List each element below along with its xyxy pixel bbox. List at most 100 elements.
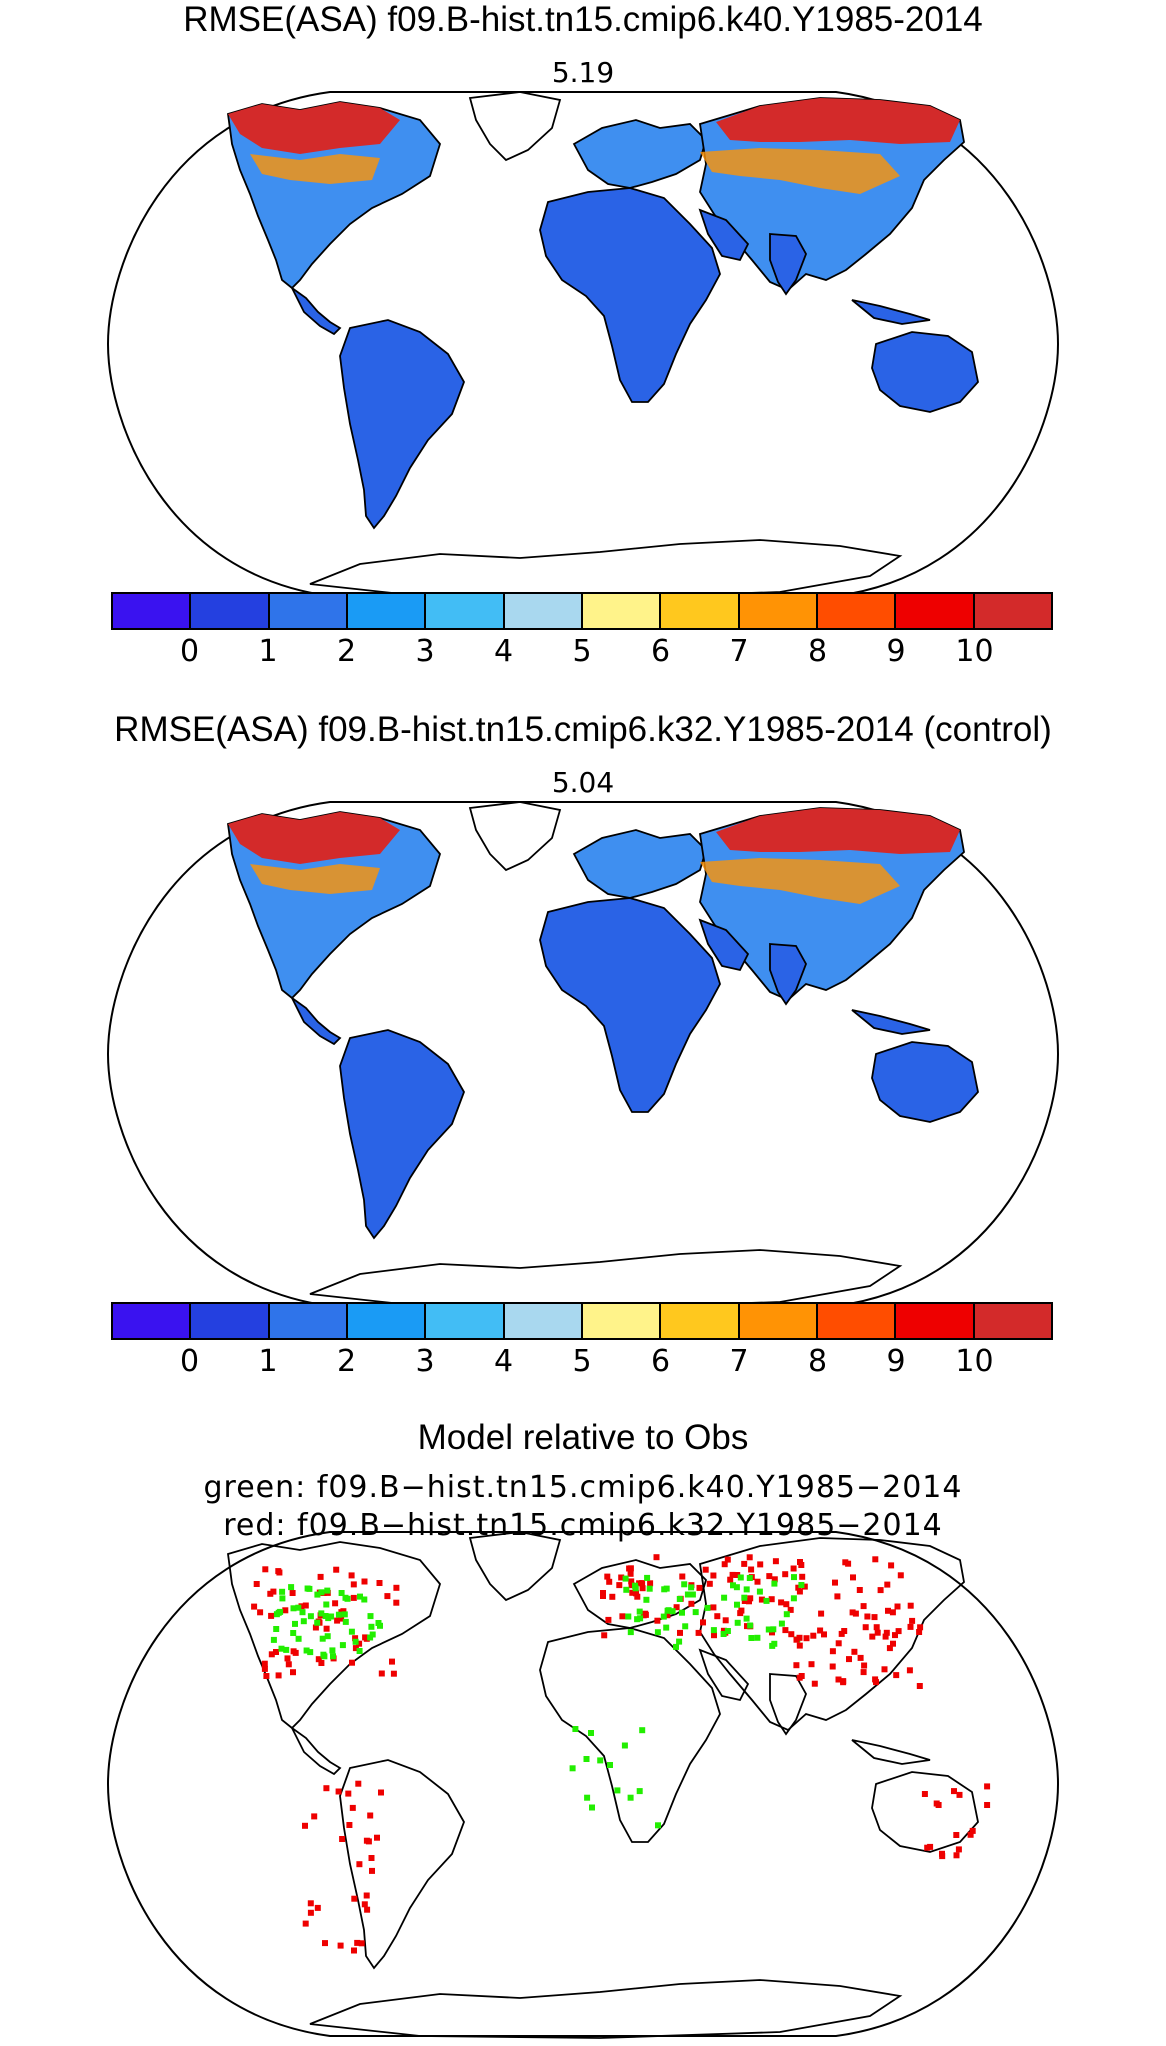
comparison-cell	[628, 1578, 635, 1585]
comparison-cell	[856, 1587, 863, 1593]
colorbar-swatch	[817, 1304, 897, 1338]
comparison-cell	[871, 1614, 878, 1621]
comparison-cell	[655, 1822, 661, 1829]
comparison-cell	[796, 1642, 803, 1649]
comparison-cell	[288, 1584, 295, 1591]
comparison-cell	[673, 1604, 680, 1611]
comparison-cell	[746, 1554, 753, 1561]
comparison-cell	[679, 1573, 686, 1580]
comparison-cell	[378, 1789, 384, 1796]
comparison-cell	[302, 1602, 309, 1609]
comparison-cell	[747, 1622, 754, 1629]
comparison-cell	[318, 1660, 325, 1666]
comparison-cell	[618, 1574, 625, 1581]
continent-southAmerica	[339, 1759, 465, 1970]
comparison-cell	[737, 1574, 744, 1581]
comparison-cell	[317, 1573, 324, 1580]
comparison-cell	[273, 1649, 279, 1655]
comparison-cell	[799, 1573, 806, 1580]
comparison-cell	[811, 1680, 818, 1687]
high-rmse-region	[228, 812, 400, 864]
comparison-cell	[720, 1627, 727, 1634]
comparison-cell	[646, 1585, 653, 1592]
comparison-cell	[616, 1582, 623, 1589]
comparison-cell	[984, 1802, 991, 1808]
continent-australia	[871, 1041, 979, 1123]
comparison-cell	[927, 1843, 934, 1850]
comparison-cell	[851, 1648, 858, 1655]
comparison-cell	[890, 1640, 896, 1647]
comparison-cell	[798, 1673, 805, 1679]
comparison-cell	[365, 1838, 372, 1845]
comparison-cell	[292, 1620, 298, 1627]
comparison-cell	[860, 1603, 867, 1610]
comparison-cell	[367, 1634, 374, 1641]
comparison-cell	[892, 1632, 898, 1639]
comparison-cell	[302, 1920, 309, 1927]
comparison-cell	[771, 1580, 778, 1587]
comparison-cell	[619, 1613, 626, 1620]
colorbar-swatch	[504, 1304, 583, 1338]
comparison-cell	[279, 1588, 286, 1595]
comparison-cell	[660, 1613, 667, 1620]
comparison-cell	[290, 1669, 296, 1676]
comparison-cell	[654, 1617, 661, 1624]
comparison-cell	[362, 1634, 369, 1641]
comparison-cell	[643, 1596, 650, 1603]
panel2-title: RMSE(ASA) f09.B-hist.tn15.cmip6.k32.Y198…	[114, 710, 1052, 749]
comparison-cell	[757, 1561, 764, 1568]
colorbar-tick-label: 9	[886, 634, 906, 669]
comparison-cell	[721, 1561, 728, 1568]
colorbar-tick-label: 2	[336, 634, 357, 669]
comparison-cell	[361, 1596, 368, 1603]
comparison-cell	[605, 1616, 612, 1623]
colorbar-swatch	[426, 1304, 505, 1338]
comparison-cell	[278, 1645, 285, 1652]
comparison-cell	[654, 1629, 661, 1636]
panel1-colorbar-ticks: 0 1 2 3 4 5 6 7 8 9 10	[0, 634, 1166, 674]
comparison-cell	[311, 1813, 318, 1820]
comparison-cell	[688, 1584, 695, 1591]
comparison-cell	[734, 1601, 740, 1608]
comparison-cell	[589, 1804, 595, 1811]
comparison-cell	[368, 1855, 375, 1861]
comparison-cell	[329, 1647, 336, 1654]
colorbar-swatch	[896, 594, 975, 628]
colorbar-swatch	[269, 1304, 348, 1338]
comparison-cell	[348, 1628, 355, 1635]
comparison-cell	[393, 1584, 400, 1591]
comparison-cell	[778, 1599, 785, 1606]
comparison-cell	[744, 1623, 750, 1630]
comparison-cell	[302, 1822, 308, 1829]
comparison-cell	[729, 1571, 736, 1578]
comparison-cell	[334, 1617, 341, 1624]
comparison-cell	[325, 1615, 332, 1622]
comparison-cell	[251, 1603, 258, 1610]
comparison-cell	[754, 1578, 761, 1585]
comparison-cell	[706, 1580, 713, 1587]
comparison-cell	[253, 1581, 260, 1587]
colorbar-swatch	[739, 594, 818, 628]
comparison-cell	[346, 1822, 353, 1828]
comparison-cell	[681, 1581, 688, 1588]
comparison-cell	[298, 1603, 305, 1610]
colorbar-tick-label: 4	[493, 634, 514, 669]
comparison-cell	[840, 1679, 847, 1686]
panel3-title: Model relative to Obs	[417, 1418, 749, 1457]
panel1-land	[106, 91, 1060, 599]
continent-centralAmerica	[291, 287, 342, 336]
comparison-cell	[290, 1605, 297, 1612]
comparison-cell	[601, 1632, 608, 1639]
comparison-cell	[737, 1610, 744, 1617]
comparison-cell	[361, 1901, 368, 1908]
continent-arabia	[698, 208, 750, 262]
comparison-cell	[906, 1667, 913, 1674]
comparison-cell	[907, 1623, 914, 1630]
comparison-cell	[290, 1630, 297, 1636]
comparison-cell	[633, 1590, 639, 1597]
colorbar-tick-label: 7	[729, 1344, 749, 1379]
comparison-cell	[889, 1609, 896, 1616]
comparison-cell	[763, 1597, 770, 1604]
comparison-cell	[351, 1895, 358, 1902]
comparison-cell	[283, 1646, 290, 1653]
